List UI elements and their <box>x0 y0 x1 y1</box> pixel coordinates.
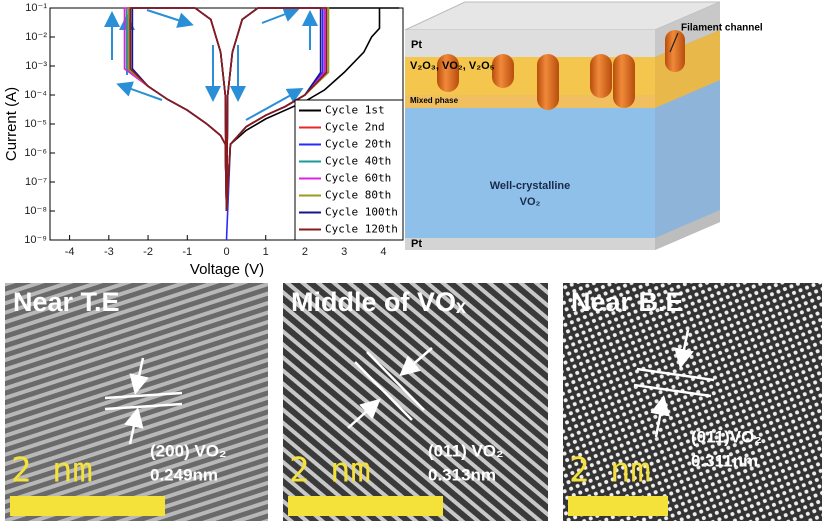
tem-plane: (200) VO₂ <box>150 441 227 460</box>
filament-label: Filament channel <box>681 23 763 34</box>
legend-label: Cycle 2nd <box>325 121 385 134</box>
y-tick-label: 10⁻¹ <box>25 2 47 14</box>
legend-label: Cycle 1st <box>325 104 385 117</box>
bulk-label: Well-crystalline <box>490 180 571 192</box>
oxide-label: V₂O₃, VO₂, V₂O₅ <box>410 60 495 72</box>
iv-chart: Voltage (V) Current (A) 10⁻⁹ 10⁻⁸ 10⁻⁷ 10⁻⁶… <box>3 2 404 278</box>
y-axis-title: Current (A) <box>3 87 20 161</box>
device-diagram: Pt V₂O₃, VO₂, V₂O₅ Mixed phase Filament … <box>404 1 763 250</box>
y-tick-label: 10⁻⁵ <box>24 118 47 130</box>
tem-plane: (011)VO₂ <box>691 427 762 446</box>
tem-scale: 2 nm <box>569 451 651 491</box>
lattice-markers <box>104 329 715 445</box>
tem-title: Middle of VOₓ <box>291 287 466 317</box>
x-tick-label: 3 <box>341 246 347 258</box>
bottom-electrode-label: Pt <box>411 238 422 250</box>
tem-plane: (011) VO₂ <box>428 441 504 460</box>
x-tick-label: 2 <box>302 246 308 258</box>
legend-label: Cycle 100th <box>325 206 398 219</box>
tem-spacing: 0.313nm <box>428 465 496 484</box>
legend-label: Cycle 80th <box>325 189 391 202</box>
tem-title: Near T.E <box>13 287 120 317</box>
tem-images <box>5 283 822 521</box>
top-electrode-label: Pt <box>411 39 422 51</box>
bulk-label: VO₂ <box>520 196 541 208</box>
legend-label: Cycle 120th <box>325 223 398 236</box>
x-tick-label: -2 <box>143 246 153 258</box>
tem-image <box>5 283 268 521</box>
x-tick-label: 4 <box>380 246 386 258</box>
x-tick-label: -4 <box>65 246 75 258</box>
x-tick-label: -1 <box>182 246 192 258</box>
y-tick-label: 10⁻² <box>25 31 47 43</box>
tem-title: Near B.E <box>571 287 684 317</box>
y-tick-label: 10⁻⁴ <box>24 89 47 101</box>
y-tick-label: 10⁻³ <box>25 60 47 72</box>
x-tick-label: 1 <box>263 246 269 258</box>
legend-label: Cycle 20th <box>325 138 391 151</box>
x-axis-title: Voltage (V) <box>190 261 264 278</box>
tem-scale: 2 nm <box>11 451 93 491</box>
y-tick-label: 10⁻⁷ <box>25 176 47 188</box>
legend-label: Cycle 60th <box>325 172 391 185</box>
tem-scale: 2 nm <box>289 451 371 491</box>
legend-label: Cycle 40th <box>325 155 391 168</box>
x-tick-label: 0 <box>223 246 229 258</box>
mixed-label: Mixed phase <box>410 96 459 105</box>
legend-box <box>294 99 404 241</box>
y-tick-label: 10⁻⁶ <box>24 147 47 159</box>
y-tick-label: 10⁻⁹ <box>24 234 47 246</box>
sweep-arrows <box>104 6 318 121</box>
y-tick-label: 10⁻⁸ <box>24 205 47 217</box>
tem-image <box>563 283 822 521</box>
x-tick-label: -3 <box>104 246 114 258</box>
tem-spacing: 0.249nm <box>150 465 218 484</box>
tem-spacing: 0.311nm <box>691 451 758 470</box>
